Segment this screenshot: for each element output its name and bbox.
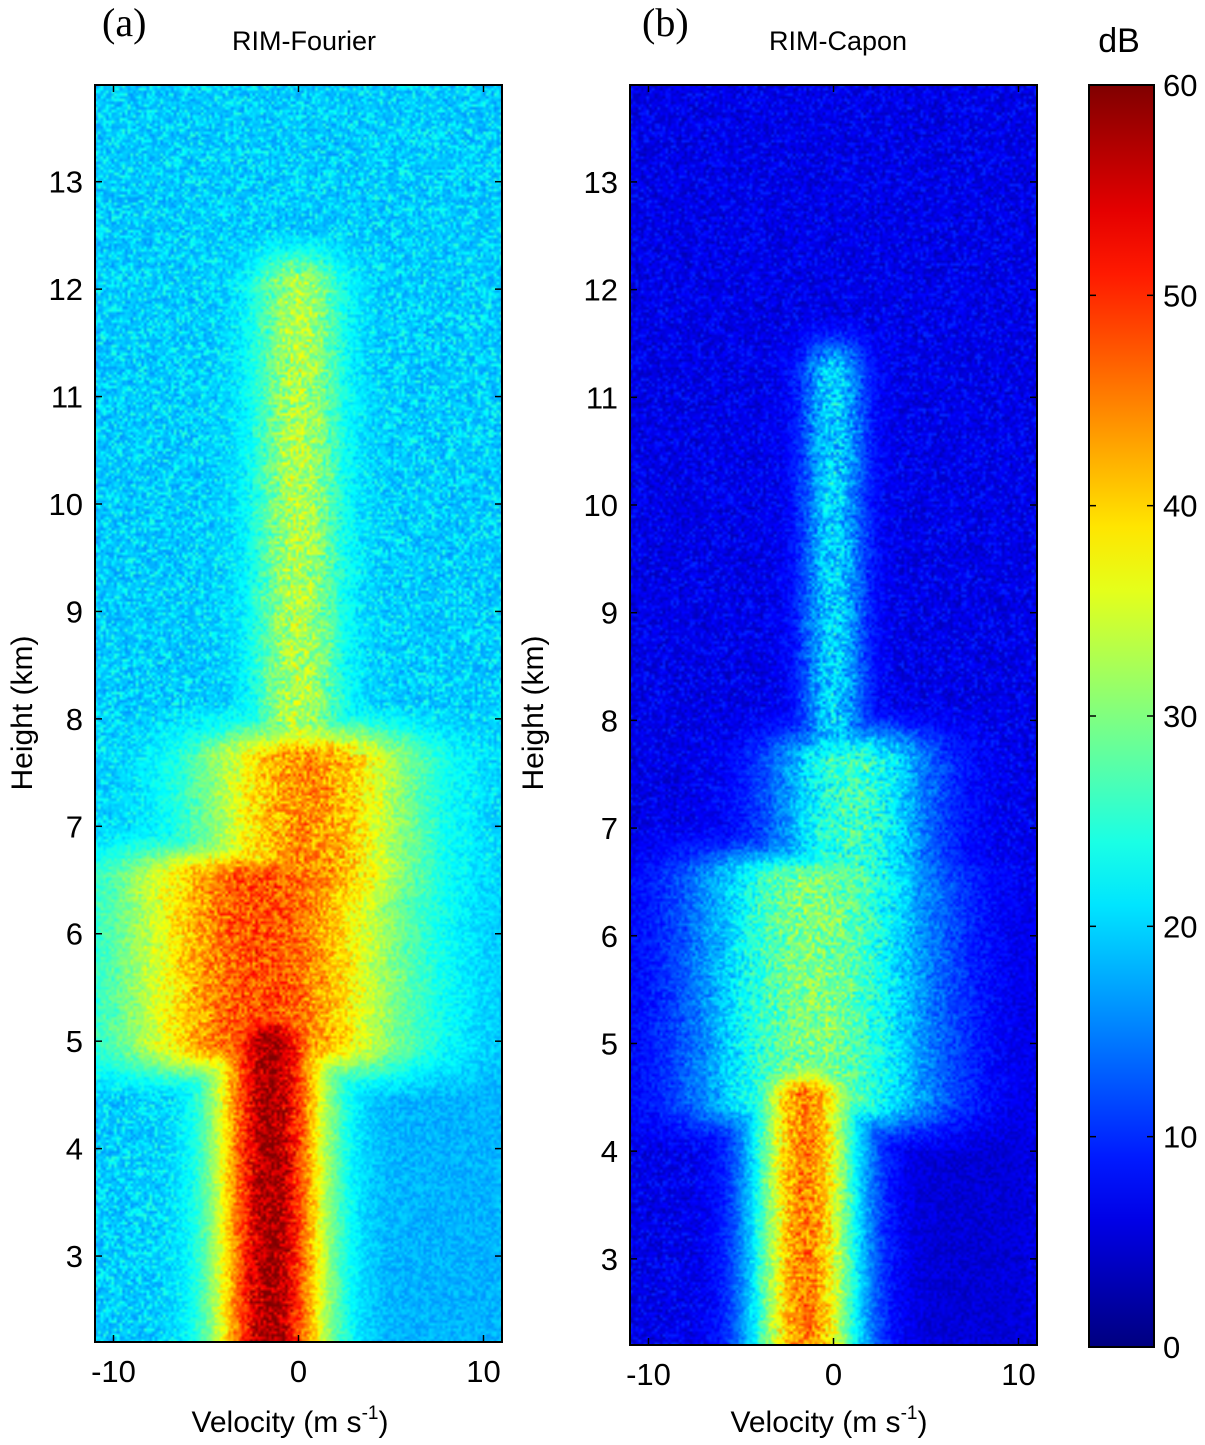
panel-a-y-tick-label: 11	[51, 380, 83, 415]
colorbar: dB 0 10 20 30 40 50 60	[1088, 22, 1197, 1365]
panel-b-y-tick-label: 10	[584, 488, 618, 523]
colorbar-tick-label: 50	[1163, 278, 1197, 313]
panel-a-y-tick-label: 8	[66, 702, 83, 737]
panel-a-y-ticks: 3 4 5 6 7 8 9 10 11 12 13	[49, 165, 502, 1274]
panel-a-y-tick-label: 5	[66, 1024, 83, 1059]
panel-b-xlabel: Velocity (m s-1)	[731, 1403, 928, 1439]
panel-a-xlabel: Velocity (m s-1)	[192, 1403, 389, 1439]
panel-a-ylabel: Height (km)	[6, 635, 39, 790]
panel-b-y-tick-label: 11	[586, 380, 618, 415]
panel-b-y-tick-label: 4	[601, 1134, 618, 1169]
panel-a-y-tick-label: 12	[49, 272, 83, 307]
panel-b: (b) RIM-Capon 3 4 5 6 7 8 9 10 11 12 13 -10 0 10 Hei…	[517, 0, 1038, 1439]
panel-a-y-tick-label: 13	[49, 165, 83, 200]
panel-a-x-tick-label: -10	[91, 1354, 136, 1389]
colorbar-label: dB	[1098, 22, 1140, 60]
panel-a-heatmap	[95, 85, 502, 1342]
panel-a-y-tick-label: 10	[49, 487, 83, 522]
colorbar-tick-label: 60	[1163, 68, 1197, 103]
panel-b-heatmap	[630, 85, 1037, 1345]
panel-a-x-ticks: -10 0 10	[91, 85, 501, 1389]
panel-a-y-tick-label: 6	[66, 917, 83, 952]
panel-b-x-tick-label: -10	[626, 1357, 671, 1392]
panel-b-title: RIM-Capon	[769, 26, 907, 56]
colorbar-gradient	[1089, 85, 1154, 1347]
panel-a-x-tick-label: 0	[290, 1354, 307, 1389]
colorbar-ticks: 0 10 20 30 40 50 60	[1089, 68, 1197, 1365]
colorbar-tick-label: 40	[1163, 489, 1197, 524]
panel-b-x-ticks: -10 0 10	[626, 85, 1036, 1392]
colorbar-tick-label: 0	[1163, 1330, 1180, 1365]
panel-b-y-ticks: 3 4 5 6 7 8 9 10 11 12 13	[584, 165, 1037, 1277]
panel-b-y-tick-label: 7	[601, 811, 618, 846]
panel-b-y-tick-label: 8	[601, 703, 618, 738]
colorbar-tick-label: 10	[1163, 1120, 1197, 1155]
panel-b-y-tick-label: 3	[601, 1242, 618, 1277]
panel-a: (a) RIM-Fourier 3 4 5 6 7 8 9 10 11 12 13 -10 0 10 H…	[6, 0, 503, 1439]
panel-a-title: RIM-Fourier	[232, 26, 376, 56]
panel-b-y-tick-label: 13	[584, 165, 618, 200]
panel-b-y-tick-label: 12	[584, 273, 618, 308]
panel-a-y-tick-label: 7	[66, 809, 83, 844]
colorbar-tick-label: 20	[1163, 909, 1197, 944]
panel-b-y-tick-label: 6	[601, 919, 618, 954]
panel-b-y-tick-label: 9	[601, 596, 618, 631]
panel-b-x-tick-label: 10	[1001, 1357, 1035, 1392]
panel-a-y-tick-label: 3	[66, 1239, 83, 1274]
panel-b-x-tick-label: 0	[825, 1357, 842, 1392]
panel-b-ylabel: Height (km)	[517, 635, 550, 790]
panel-b-letter: (b)	[642, 0, 689, 45]
panel-a-x-tick-label: 10	[466, 1354, 500, 1389]
panel-b-y-tick-label: 5	[601, 1026, 618, 1061]
panel-a-letter: (a)	[102, 0, 146, 45]
panel-a-y-tick-label: 9	[66, 594, 83, 629]
colorbar-tick-label: 30	[1163, 699, 1197, 734]
panel-a-y-tick-label: 4	[66, 1132, 83, 1167]
